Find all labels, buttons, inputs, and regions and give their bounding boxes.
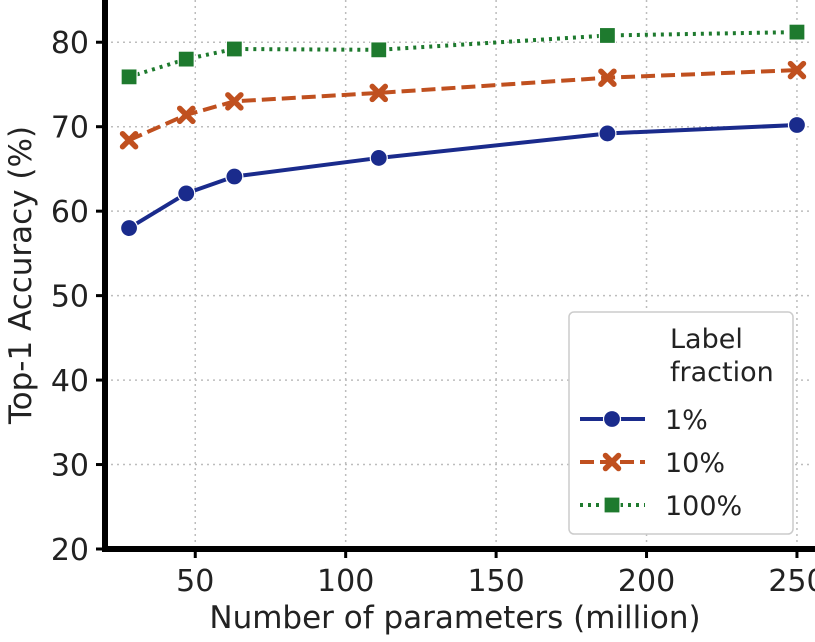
data-point [598,26,617,45]
legend-label: 100% [665,491,742,522]
data-point [176,105,196,125]
legend-label: 1% [665,405,708,436]
x-tick-label: 250 [768,564,815,599]
series [119,23,807,238]
legend-label: 10% [665,448,725,479]
series-100% [120,23,806,86]
legend-marker [603,496,621,514]
data-point [225,40,243,58]
data-point [598,68,617,87]
data-point [177,184,196,203]
legend-marker [602,409,622,429]
x-marker-stroke [225,92,244,111]
data-point [370,41,388,59]
legend-entries: 1% 10% 100% [580,405,742,522]
data-point [225,167,244,186]
data-point [369,148,388,168]
legend-title-line-2: fraction [670,357,774,388]
y-tick-label: 80 [51,26,89,61]
y-tick-label: 50 [51,280,89,315]
data-point [177,50,195,68]
data-point [120,68,138,86]
data-point [787,60,807,80]
series-line [128,123,798,230]
x-marker-stroke [598,68,617,87]
x-tick-label: 200 [618,564,675,599]
series-line [128,68,798,143]
series-1% [119,115,807,238]
ticks: 50 100 150 200 250 20 30 40 50 60 70 80 [51,26,815,599]
x-marker-stroke [119,130,139,150]
x-marker-stroke [787,60,807,80]
data-point [788,23,806,41]
x-tick-label: 100 [317,564,374,599]
y-tick-label: 30 [51,449,89,484]
x-axis-label: Number of parameters (million) [209,600,700,636]
series-line [128,30,797,79]
legend-entry: 1% [580,405,708,436]
x-marker-stroke [176,105,196,125]
y-tick-label: 40 [51,364,89,399]
y-axis-label: Top-1 Accuracy (%) [3,126,39,425]
data-point [369,83,389,103]
legend-marker [602,452,622,472]
data-point [598,124,617,143]
data-point [225,92,244,111]
data-point [119,218,139,238]
x-tick-label: 150 [467,564,524,599]
x-tick-label: 50 [176,564,214,599]
data-point [787,115,807,135]
legend-title-line-1: Label [670,324,743,355]
data-point [119,130,139,150]
legend: Label fraction 1% 10% 100% [568,311,794,535]
y-tick-label: 20 [51,533,89,568]
y-tick-label: 70 [51,111,89,146]
x-marker-stroke [369,83,389,103]
legend-entry: 100% [580,491,742,522]
legend-entry: 10% [580,448,725,479]
legend-box [568,311,794,535]
x-marker-stroke [602,452,622,472]
series-10% [119,60,807,150]
axes [102,0,815,552]
y-tick-label: 60 [51,195,89,230]
